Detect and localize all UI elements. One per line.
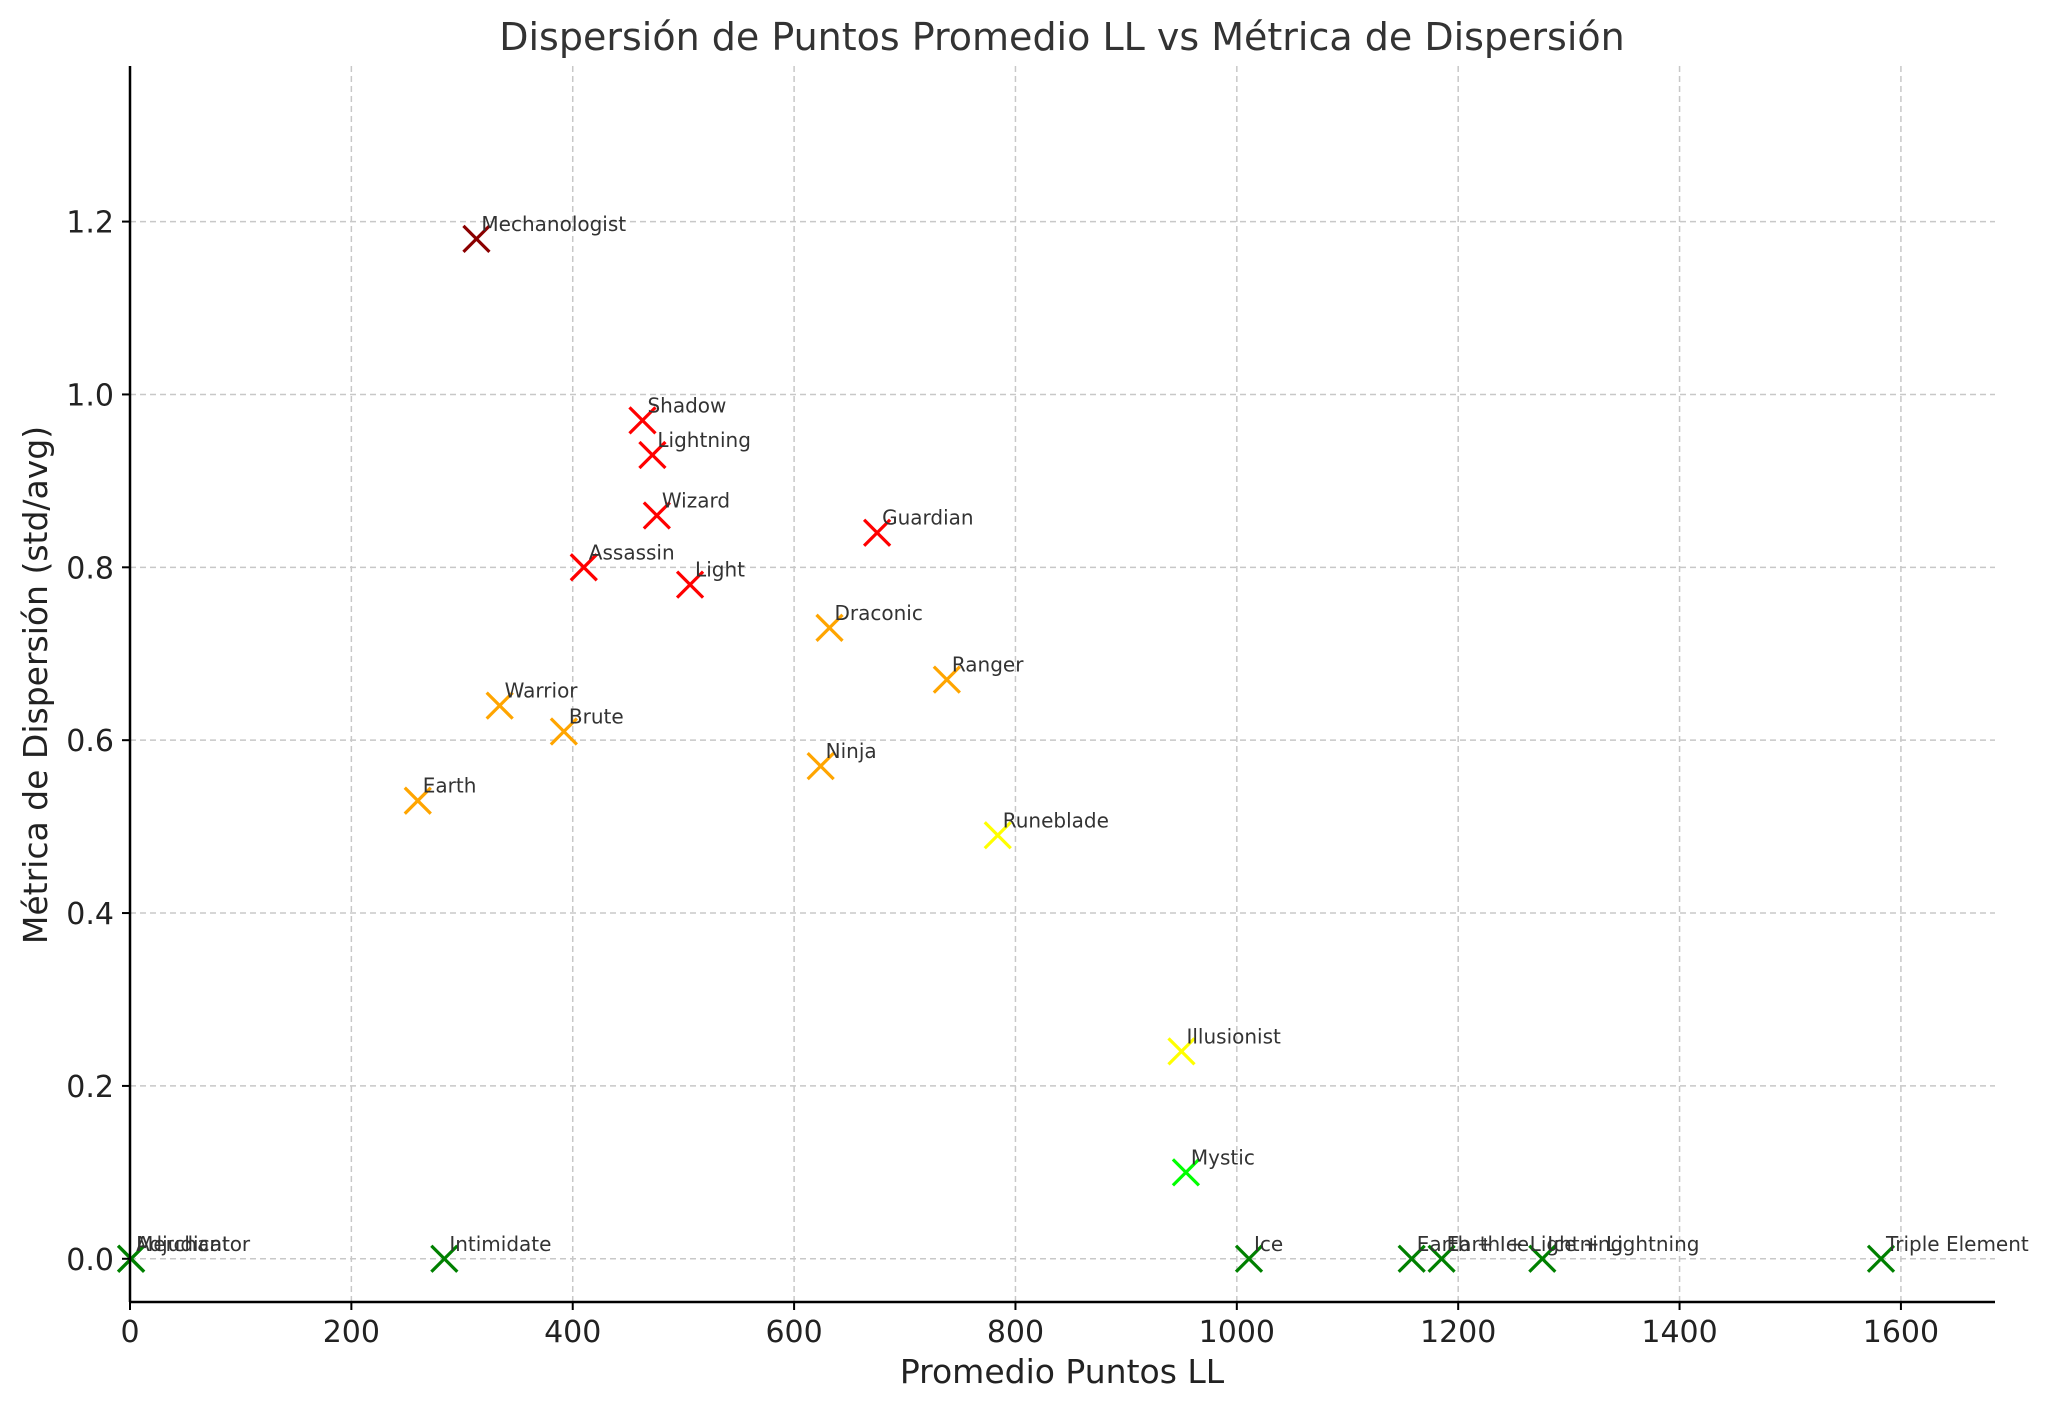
x-tick-label: 0 [120, 1315, 139, 1350]
data-point-label: Draconic [835, 601, 923, 625]
x-axis-label: Promedio Puntos LL [900, 1352, 1225, 1391]
data-point-marker [1427, 1244, 1456, 1273]
data-point-label: Light [695, 558, 745, 582]
data-point-marker [862, 518, 892, 547]
data-point-marker [815, 613, 844, 642]
data-point-marker [932, 665, 961, 694]
data-point-label: Wizard [662, 488, 730, 512]
data-point-label: Lightning [657, 428, 751, 452]
data-point-label: Intimidate [449, 1232, 551, 1256]
point-labels: Mechanologist Shadow Lightning Wizard Guardi… [136, 212, 2029, 1256]
chart-title: Dispersión de Puntos Promedio LL vs Métr… [499, 15, 1625, 59]
x-tick-label: 800 [987, 1315, 1044, 1350]
data-point-label: Adjudicator [136, 1232, 251, 1256]
x-tick-label: 1600 [1863, 1315, 1939, 1350]
y-axis-label: Métrica de Dispersión (std/avg) [16, 426, 55, 944]
data-point-label: Guardian [882, 506, 973, 530]
data-point-label: Mechanologist [481, 212, 626, 236]
x-tick-label: 200 [323, 1315, 380, 1350]
x-tick-label: 1200 [1420, 1315, 1496, 1350]
data-point-marker [462, 224, 491, 253]
data-point-label: Brute [569, 705, 624, 729]
y-tick-label: 0.4 [66, 897, 114, 932]
data-point-label: Triple Element [1885, 1232, 2029, 1256]
data-point-label: Shadow [647, 393, 726, 417]
data-point-marker [1866, 1244, 1896, 1273]
y-tick-label: 0.2 [66, 1070, 114, 1105]
data-point-marker [403, 786, 432, 815]
data-point-marker [1171, 1158, 1201, 1187]
data-point-label: Earth [423, 774, 477, 798]
data-point-marker [642, 501, 671, 530]
data-point-marker [1234, 1244, 1264, 1273]
x-tick-label: 1000 [1199, 1315, 1275, 1350]
y-tick-label: 0.8 [66, 551, 114, 586]
x-tick-label: 600 [765, 1315, 822, 1350]
data-point-marker [638, 440, 667, 470]
data-point-marker [675, 570, 705, 599]
data-point-marker [1167, 1037, 1196, 1066]
data-point-marker [983, 821, 1012, 850]
data-point-marker [430, 1244, 459, 1273]
data-point-label: Merchant [136, 1232, 230, 1256]
y-tick-label: 0.6 [66, 724, 114, 759]
data-point-label: Mystic [1191, 1145, 1255, 1169]
data-point-label: Ninja [826, 739, 877, 763]
data-point-label: Warrior [505, 679, 579, 703]
y-tick-label: 1.2 [66, 206, 114, 241]
data-point-marker [549, 717, 579, 746]
x-tick-label: 1400 [1641, 1315, 1717, 1350]
grid-lines [129, 66, 1995, 1302]
data-point-label: Earth + Ice [1417, 1232, 1529, 1256]
data-point-label: Ice + Lightning [1547, 1232, 1699, 1256]
axis-ticks: 0 200 400 600 800 1000 1200 1400 1600 0.0 0.2 0.4 0.… [66, 206, 1939, 1350]
data-point-label: Illusionist [1186, 1024, 1281, 1048]
data-points [116, 224, 1896, 1273]
data-point-marker [1397, 1244, 1426, 1273]
data-point-label: Assassin [589, 540, 675, 564]
y-tick-label: 1.0 [66, 378, 114, 413]
data-point-label: Ranger [952, 653, 1024, 677]
data-point-marker [485, 691, 514, 720]
data-point-label: Ice [1254, 1232, 1283, 1256]
data-point-label: Runeblade [1003, 808, 1109, 832]
data-point-marker [806, 751, 835, 781]
data-point-label: Earth + Lightning [1447, 1232, 1624, 1256]
data-point-marker [628, 406, 657, 435]
y-tick-label: 0.0 [66, 1243, 114, 1278]
data-point-marker [1528, 1244, 1557, 1273]
data-point-marker [569, 553, 598, 582]
x-tick-label: 400 [544, 1315, 601, 1350]
